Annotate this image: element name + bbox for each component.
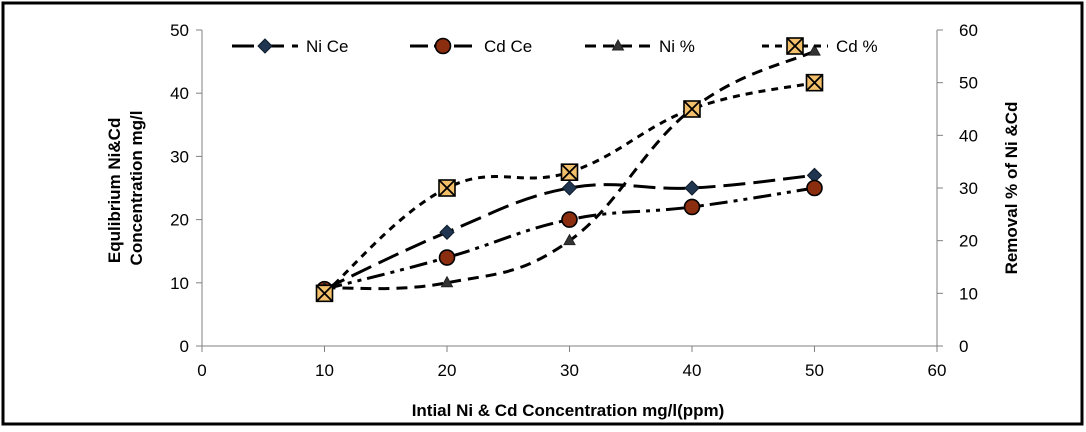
- legend-label: Ni Ce: [306, 37, 349, 56]
- y-tick-label: 50: [170, 21, 189, 40]
- legend-marker: [611, 38, 625, 51]
- y2-tick-label: 0: [959, 337, 968, 356]
- x-tick-label: 0: [197, 361, 206, 380]
- data-point-cd-ce: [561, 211, 578, 228]
- legend-item-cd: Cd %: [762, 37, 878, 56]
- legend-item-cd-ce: Cd Ce: [410, 37, 532, 56]
- data-point-cd-ce: [806, 179, 823, 197]
- series-cd: [315, 73, 824, 303]
- y2-axis-title: Removal % of Ni &Cd: [1002, 102, 1021, 275]
- y2-tick-label: 20: [959, 232, 978, 251]
- y-tick-label: 40: [170, 84, 189, 103]
- series-line-ni-ce: [323, 173, 815, 291]
- y2-tick-label: 60: [959, 21, 978, 40]
- y2-tick-label: 30: [959, 179, 978, 198]
- data-point-ni: [440, 275, 454, 288]
- x-tick-label: 40: [683, 361, 702, 380]
- legend-label: Ni %: [659, 37, 695, 56]
- data-point-ni-ce: [684, 180, 700, 196]
- x-tick-label: 20: [438, 361, 457, 380]
- data-point-ni-ce: [439, 224, 455, 240]
- data-point-cd: [438, 179, 456, 197]
- y2-tick-label: 10: [959, 284, 978, 303]
- data-point-cd: [315, 284, 334, 303]
- y-axis-title-line-2: Concentration mg/l: [127, 111, 146, 266]
- data-point-ni: [808, 44, 821, 56]
- legend-label: Cd %: [836, 37, 878, 56]
- legend-marker: [434, 37, 452, 55]
- data-point-cd-ce: [683, 198, 701, 216]
- y-tick-label: 10: [170, 274, 189, 293]
- data-point-cd: [683, 100, 701, 118]
- y-axis-title: Equlibrium Ni&Cd Concentration mg/l: [105, 111, 146, 266]
- y-tick-label: 20: [170, 211, 189, 230]
- legend-marker: [257, 38, 273, 54]
- data-point-ni-ce: [561, 180, 578, 196]
- legend-item-ni: Ni %: [585, 37, 695, 56]
- x-tick-label: 60: [928, 361, 947, 380]
- y-tick-label: 0: [180, 337, 189, 356]
- legend-marker: [786, 37, 804, 55]
- x-axis-title: Intial Ni & Cd Concentration mg/l(ppm): [412, 401, 725, 420]
- data-point-ni: [563, 233, 576, 246]
- y-axis-title-line-1: Equlibrium Ni&Cd: [105, 118, 124, 263]
- y2-tick-label: 50: [959, 74, 978, 93]
- y2-tick-label: 40: [959, 126, 978, 145]
- data-point-cd: [560, 163, 579, 181]
- data-point-cd-ce: [438, 249, 456, 266]
- legend-label: Cd Ce: [484, 37, 532, 56]
- x-tick-label: 50: [805, 361, 824, 380]
- data-point-cd: [805, 73, 824, 92]
- x-tick-label: 10: [315, 361, 334, 380]
- legend-item-ni-ce: Ni Ce: [232, 37, 349, 56]
- x-tick-label: 30: [560, 361, 579, 380]
- y-tick-label: 30: [170, 147, 189, 166]
